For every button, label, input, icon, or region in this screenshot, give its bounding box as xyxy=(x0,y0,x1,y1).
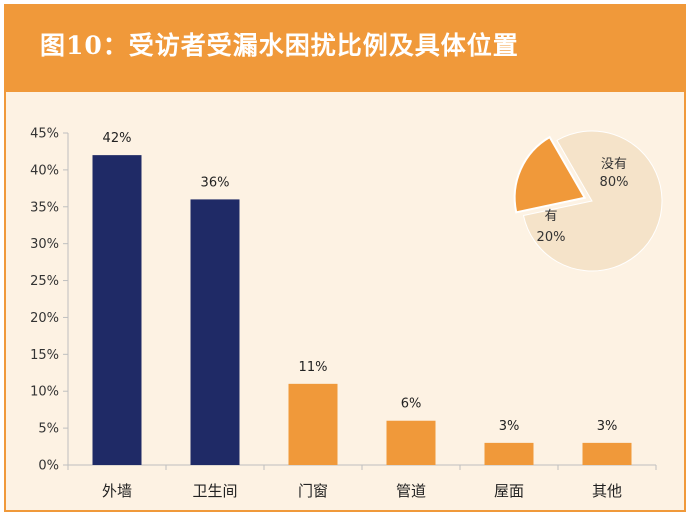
bar xyxy=(190,199,240,465)
bar xyxy=(92,155,142,465)
y-tick-label: 5% xyxy=(38,422,59,437)
y-tick-label: 45% xyxy=(30,127,59,142)
y-tick-label: 15% xyxy=(30,348,59,363)
data-label: 36% xyxy=(201,175,230,190)
data-label: 11% xyxy=(299,360,328,375)
y-tick-label: 0% xyxy=(38,459,59,474)
data-label: 42% xyxy=(103,131,132,146)
bar xyxy=(582,442,632,465)
y-tick-label: 35% xyxy=(30,200,59,215)
header-bar: 图10：受访者受漏水困扰比例及具体位置 xyxy=(6,6,684,92)
data-label: 3% xyxy=(597,419,618,434)
category-label: 门窗 xyxy=(298,482,328,500)
chart-frame: 图10：受访者受漏水困扰比例及具体位置 0% 5% 10% 15% 20% 25% 30% 3… xyxy=(4,4,686,512)
data-label: 3% xyxy=(499,419,520,434)
bar xyxy=(288,383,338,465)
pie-slice xyxy=(522,130,663,272)
y-tick-label: 30% xyxy=(30,237,59,252)
bar xyxy=(386,420,436,465)
pie-slice-value: 80% xyxy=(600,175,629,190)
pie-slice-value: 20% xyxy=(537,230,566,245)
y-tick-label: 40% xyxy=(30,163,59,178)
y-tick-label: 25% xyxy=(30,274,59,289)
data-label: 6% xyxy=(401,397,422,412)
pie-slice xyxy=(513,135,587,214)
pie-slice-label: 没有 xyxy=(601,157,627,172)
pie-slice-label: 有 xyxy=(544,209,557,224)
chart-canvas: 0% 5% 10% 15% 20% 25% 30% 35% 40% 45% 42% 外墙 36% 卫生间 1… xyxy=(30,127,663,500)
category-label: 管道 xyxy=(396,482,426,500)
category-label: 其他 xyxy=(592,482,622,500)
y-tick-label: 10% xyxy=(30,385,59,400)
category-label: 卫生间 xyxy=(192,482,237,500)
bar xyxy=(484,442,534,465)
category-label: 屋面 xyxy=(494,482,524,500)
chart-title: 图10：受访者受漏水困扰比例及具体位置 xyxy=(40,31,519,60)
y-tick-label: 20% xyxy=(30,311,59,326)
category-label: 外墙 xyxy=(102,482,132,500)
